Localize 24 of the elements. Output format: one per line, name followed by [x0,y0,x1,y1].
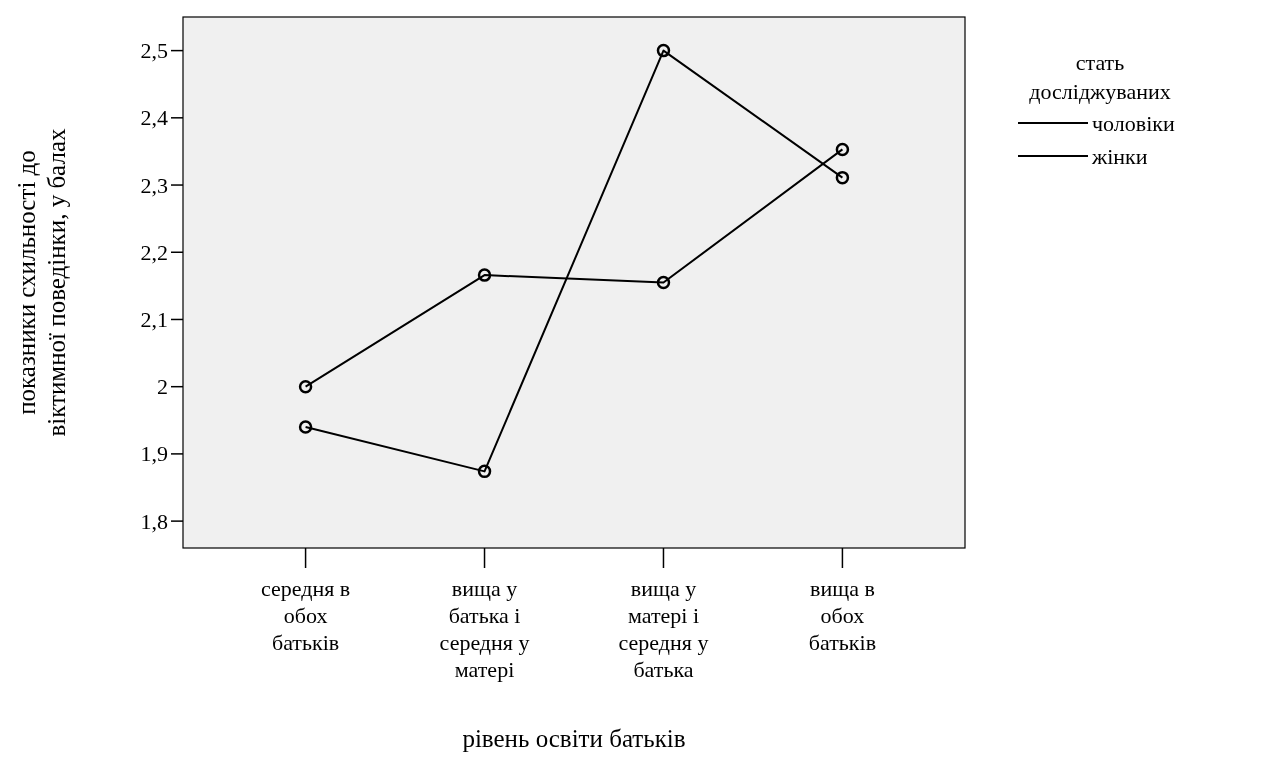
point [656,43,671,58]
x-axis-title: рівень освіти батьків [462,725,686,752]
x-tick-label: вища у матері і середня у батька [618,576,709,682]
point [656,275,671,290]
x-tick-label: середня в обох батьків [260,576,351,655]
point [298,379,313,394]
point [835,170,850,185]
y-tick-label: 2,2 [140,239,168,265]
point [298,420,313,434]
point [477,268,492,282]
legend-label: жінки [1091,143,1148,169]
y-axis-title: показники схильності до віктимної поведінки, у балах [13,128,70,437]
legend-label: чоловіки [1092,110,1175,136]
x-tick-label: вища в обох батьків [808,576,877,655]
x-tick-label: вища у батька і середня у матері [439,576,530,682]
y-tick-label: 2,5 [140,38,168,64]
y-tick-label: 2,3 [140,172,168,198]
point [477,464,492,479]
point [835,142,850,157]
y-tick-label: 1,8 [140,508,168,534]
y-tick-label: 2 [157,374,168,400]
y-tick-label: 2,1 [140,306,168,332]
y-tick-label: 1,9 [140,441,168,467]
y-tick-label: 2,4 [140,105,168,131]
